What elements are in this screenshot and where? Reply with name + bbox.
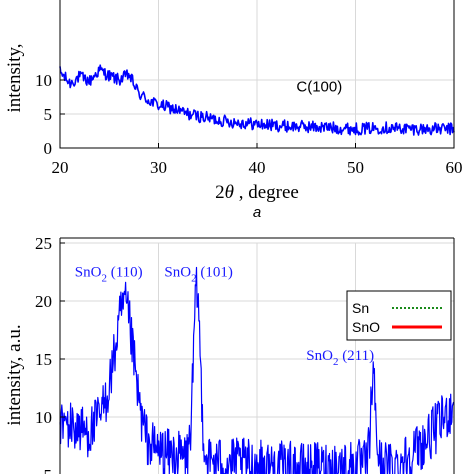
y-tick-label: 5 xyxy=(44,105,53,124)
y-tick-label: 10 xyxy=(35,408,52,427)
y-tick-label: 15 xyxy=(35,350,52,369)
y-axis-label-a: intensity, xyxy=(4,44,25,113)
x-tick-label: 60 xyxy=(446,158,463,177)
y-tick-label: 25 xyxy=(35,234,52,253)
annotation-subscript: 2 xyxy=(333,356,339,368)
y-tick-label: 5 xyxy=(44,466,53,474)
panel-label-a: a xyxy=(253,204,261,221)
x-axis-label-text: , degree xyxy=(234,182,299,203)
legend: Sn SnO xyxy=(346,290,452,341)
series-line-b xyxy=(59,266,455,474)
peak-annotation: SnO2 (101) xyxy=(164,265,232,285)
annotation-subscript: 2 xyxy=(101,273,107,285)
y-tick-label: 10 xyxy=(35,71,52,90)
annotation-c100: C(100) xyxy=(296,79,342,96)
x-tick-label: 20 xyxy=(52,158,69,177)
series-group-a xyxy=(59,64,455,136)
series-group-b xyxy=(59,266,455,474)
annotation-main: SnO xyxy=(75,265,102,281)
x-tick-label: 50 xyxy=(347,158,364,177)
x-axis-label-two: 2 xyxy=(215,182,225,203)
x-axis-label-a: 2θ , degree xyxy=(215,182,299,203)
y-axis-label-b: intensity, a.u. xyxy=(4,324,25,425)
peak-annotation: SnO2 (211) xyxy=(306,348,374,368)
legend-box xyxy=(346,290,452,341)
annotation-tail: (211) xyxy=(338,348,374,364)
annotation-subscript: 2 xyxy=(191,273,197,285)
x-tick-label: 40 xyxy=(249,158,266,177)
annotation-tail: (110) xyxy=(107,265,143,281)
peak-annotation: SnO2 (110) xyxy=(75,265,143,285)
y-tick-labels-b: 5 10 15 20 25 xyxy=(35,234,65,474)
chart-panel-b: 510152025 SnO2 (110)SnO2 (101)SnO2 (211)… xyxy=(4,234,455,474)
axes-frame-b xyxy=(59,237,455,474)
annotation-main: SnO xyxy=(306,348,333,364)
y-tick-label: 0 xyxy=(44,139,53,158)
chart-panel-a: 20 30 40 50 60 0 5 10 C(100) intensity, 2θ , d… xyxy=(4,0,463,221)
legend-entry-label: SnO xyxy=(352,319,380,335)
y-tick-labels-a: 0 5 10 xyxy=(35,71,65,158)
x-tick-labels-a: 20 30 40 50 60 xyxy=(52,143,463,177)
legend-entry-label: Sn xyxy=(352,300,369,316)
y-tick-label: 20 xyxy=(35,292,52,311)
annotations-b: SnO2 (110) SnO2 (101)SnO2 (211) xyxy=(75,265,374,369)
x-tick-label: 30 xyxy=(150,158,167,177)
annotation-tail: (101) xyxy=(197,265,233,281)
annotation-main: SnO xyxy=(164,265,191,281)
series-line-a xyxy=(59,64,455,136)
x-axis-label-theta: θ xyxy=(225,182,234,203)
